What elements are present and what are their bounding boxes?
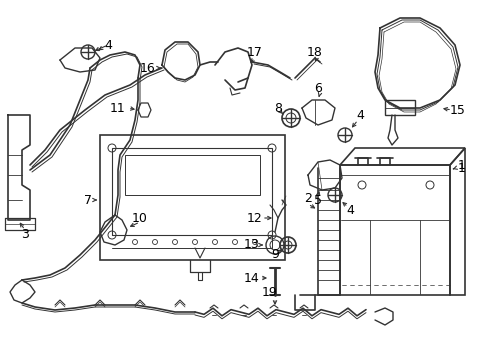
Text: 1: 1 [457,158,465,171]
Text: 14: 14 [244,271,259,284]
Text: 12: 12 [246,212,263,225]
Text: 4: 4 [355,108,363,122]
Text: 16: 16 [140,62,156,75]
Text: 5: 5 [313,194,321,207]
Text: 3: 3 [21,229,29,242]
Text: 4: 4 [104,39,112,51]
Text: 17: 17 [246,45,263,59]
Text: 13: 13 [244,239,259,252]
Text: 10: 10 [132,212,148,225]
Text: 2: 2 [304,192,311,204]
Text: 15: 15 [449,104,465,117]
Text: 18: 18 [306,45,322,59]
Text: 7: 7 [84,194,92,207]
Text: 1: 1 [457,162,465,175]
Text: 8: 8 [273,102,282,114]
Text: 9: 9 [270,248,278,261]
Text: 6: 6 [313,81,321,95]
Text: 4: 4 [346,203,353,216]
Text: 11: 11 [110,102,125,114]
Text: 19: 19 [262,287,277,300]
